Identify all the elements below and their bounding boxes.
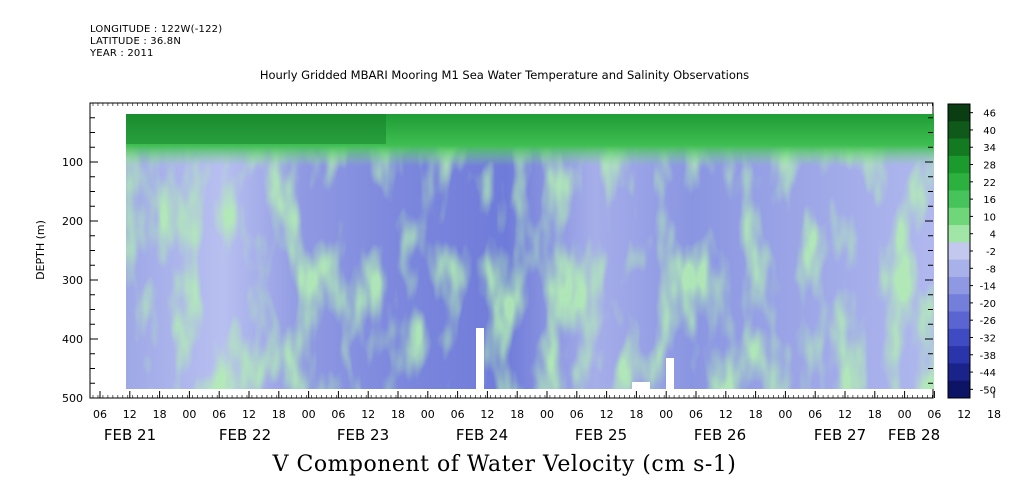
colorbar-label: 16 <box>983 195 996 206</box>
x-hour-label: 18 <box>629 408 643 421</box>
x-hour-label: 18 <box>987 408 1001 421</box>
x-day-label: FEB 28 <box>888 426 940 444</box>
colorbar-label: -26 <box>980 316 996 327</box>
x-hour-label: 00 <box>182 408 196 421</box>
y-tick-label: 300 <box>62 274 83 287</box>
y-axis-label: DEPTH (m) <box>34 220 47 280</box>
colorbar-swatch <box>948 259 970 278</box>
x-hour-label: 18 <box>391 408 405 421</box>
x-hour-label: 06 <box>212 408 226 421</box>
x-hour-label: 06 <box>570 408 584 421</box>
heatmap-field <box>126 114 934 389</box>
x-day-label: FEB 26 <box>694 426 746 444</box>
x-hour-label: 00 <box>421 408 435 421</box>
colorbar-label: -14 <box>980 282 996 293</box>
colorbar-label: -38 <box>980 351 996 362</box>
y-tick-label: 100 <box>62 156 83 169</box>
x-day-label: FEB 23 <box>337 426 389 444</box>
colorbar-swatch <box>948 207 970 226</box>
x-hour-label: 12 <box>242 408 256 421</box>
x-hour-label: 12 <box>361 408 375 421</box>
top-axis-ticks <box>92 103 933 398</box>
x-hour-label: 00 <box>540 408 554 421</box>
x-hour-label: 06 <box>451 408 465 421</box>
chart-title: Hourly Gridded MBARI Mooring M1 Sea Wate… <box>259 68 750 82</box>
x-hour-label: 12 <box>123 408 137 421</box>
x-day-label: FEB 27 <box>814 426 866 444</box>
x-hour-label: 06 <box>93 408 107 421</box>
x-day-label: FEB 25 <box>575 426 627 444</box>
colorbar-swatch <box>948 311 970 330</box>
x-day-label: FEB 24 <box>456 426 508 444</box>
x-hour-label: 06 <box>808 408 822 421</box>
y-tick-label: 500 <box>62 392 83 405</box>
colorbar-label: 46 <box>983 109 996 120</box>
y-axis: 100 200 300 400 500 <box>62 117 933 405</box>
x-axis: 06 12 18 00 06 12 18 00 06 12 18 00 06 12 18 00 06 12 18 00… <box>93 391 1001 444</box>
x-hour-label: 18 <box>510 408 524 421</box>
x-hour-label: 12 <box>838 408 852 421</box>
x-hour-label: 12 <box>957 408 971 421</box>
colorbar-label: 28 <box>983 161 996 172</box>
x-hour-label: 06 <box>927 408 941 421</box>
x-hour-label: 18 <box>749 408 763 421</box>
colorbar-swatch <box>948 276 970 295</box>
y-tick-label: 400 <box>62 333 83 346</box>
colorbar-swatch <box>948 173 970 191</box>
colorbar-label: 40 <box>983 126 996 137</box>
colorbar-label: -32 <box>980 333 996 344</box>
colorbar-swatch <box>948 380 970 399</box>
latitude-label: LATITUDE : 36.8N <box>90 36 182 47</box>
x-hour-label: 00 <box>778 408 792 421</box>
colorbar-swatch <box>948 155 970 174</box>
x-hour-label: 18 <box>868 408 882 421</box>
colorbar-swatch <box>948 242 970 261</box>
colorbar-swatch <box>948 294 970 313</box>
colorbar-swatch <box>948 138 970 157</box>
colorbar-label: 10 <box>983 212 996 223</box>
x-hour-label: 12 <box>719 408 733 421</box>
longitude-label: LONGITUDE : 122W(-122) <box>90 24 223 35</box>
x-hour-label: 12 <box>600 408 614 421</box>
x-hour-label: 00 <box>302 408 316 421</box>
colorbar-label: -20 <box>980 299 996 310</box>
x-hour-label: 18 <box>272 408 286 421</box>
colorbar-swatch <box>948 346 970 364</box>
colorbar-swatch <box>948 104 970 122</box>
y-tick-label: 200 <box>62 215 83 228</box>
x-hour-label: 00 <box>898 408 912 421</box>
colorbar-swatch <box>948 225 970 243</box>
x-day-label: FEB 21 <box>104 426 156 444</box>
colorbar-swatch <box>948 121 970 140</box>
x-day-label: FEB 22 <box>219 426 271 444</box>
colorbar-swatch <box>948 363 970 382</box>
colorbar-label: 22 <box>983 178 996 189</box>
colorbar-label: 4 <box>990 230 996 241</box>
colorbar-swatch <box>948 328 970 347</box>
x-hour-label: 06 <box>331 408 345 421</box>
x-hour-label: 00 <box>659 408 673 421</box>
colorbar: 46 40 34 28 22 16 10 4 -2 -8 -14 -20 -26 -32 -38 -44 -50 <box>947 103 996 399</box>
bottom-title: V Component of Water Velocity (cm s-1) <box>272 452 737 477</box>
colorbar-label: 34 <box>983 143 996 154</box>
x-hour-label: 12 <box>480 408 494 421</box>
colorbar-label: -44 <box>980 368 996 379</box>
colorbar-label: -8 <box>986 264 996 275</box>
x-hour-label: 18 <box>153 408 167 421</box>
x-hour-label: 06 <box>689 408 703 421</box>
colorbar-label: -2 <box>986 247 996 258</box>
year-label: YEAR : 2011 <box>90 48 154 59</box>
colorbar-label: -50 <box>980 385 996 396</box>
colorbar-swatch <box>948 190 970 209</box>
